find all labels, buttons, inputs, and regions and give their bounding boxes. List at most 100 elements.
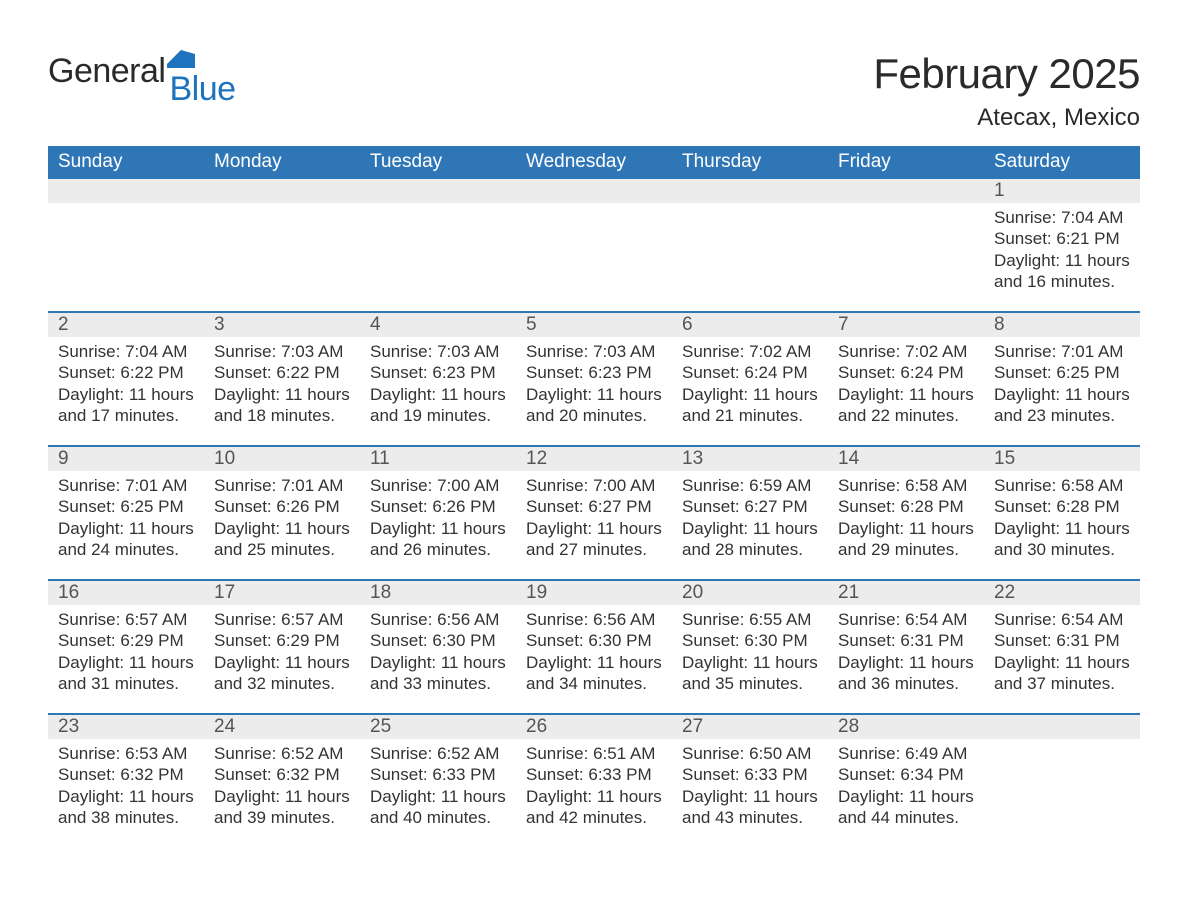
day-cell: 18Sunrise: 6:56 AMSunset: 6:30 PMDayligh… (360, 581, 516, 713)
day-number: 19 (516, 581, 672, 605)
day-number: 4 (360, 313, 516, 337)
day-cell: 8Sunrise: 7:01 AMSunset: 6:25 PMDaylight… (984, 313, 1140, 445)
sunrise-text: Sunrise: 6:58 AM (994, 475, 1130, 496)
daylight-text: Daylight: 11 hours and 30 minutes. (994, 518, 1130, 561)
day-body: Sunrise: 6:49 AMSunset: 6:34 PMDaylight:… (828, 739, 984, 828)
daylight-text: Daylight: 11 hours and 33 minutes. (370, 652, 506, 695)
sunrise-text: Sunrise: 7:03 AM (214, 341, 350, 362)
daylight-text: Daylight: 11 hours and 34 minutes. (526, 652, 662, 695)
daylight-text: Daylight: 11 hours and 24 minutes. (58, 518, 194, 561)
day-body: Sunrise: 6:57 AMSunset: 6:29 PMDaylight:… (48, 605, 204, 694)
sunrise-text: Sunrise: 6:53 AM (58, 743, 194, 764)
daylight-text: Daylight: 11 hours and 19 minutes. (370, 384, 506, 427)
week-row: 16Sunrise: 6:57 AMSunset: 6:29 PMDayligh… (48, 579, 1140, 713)
day-cell: 21Sunrise: 6:54 AMSunset: 6:31 PMDayligh… (828, 581, 984, 713)
day-body: Sunrise: 7:01 AMSunset: 6:25 PMDaylight:… (984, 337, 1140, 426)
day-cell (360, 179, 516, 311)
day-number (204, 179, 360, 203)
day-number: 11 (360, 447, 516, 471)
daylight-text: Daylight: 11 hours and 21 minutes. (682, 384, 818, 427)
sunset-text: Sunset: 6:28 PM (994, 496, 1130, 517)
sunset-text: Sunset: 6:30 PM (682, 630, 818, 651)
day-number (828, 179, 984, 203)
sunset-text: Sunset: 6:30 PM (370, 630, 506, 651)
day-body: Sunrise: 7:03 AMSunset: 6:23 PMDaylight:… (360, 337, 516, 426)
weekday-header: Friday (828, 146, 984, 179)
daylight-text: Daylight: 11 hours and 26 minutes. (370, 518, 506, 561)
day-body: Sunrise: 7:03 AMSunset: 6:22 PMDaylight:… (204, 337, 360, 426)
page-title: February 2025 (873, 50, 1140, 98)
day-number: 17 (204, 581, 360, 605)
sunrise-text: Sunrise: 6:57 AM (58, 609, 194, 630)
sunset-text: Sunset: 6:29 PM (214, 630, 350, 651)
sunrise-text: Sunrise: 7:03 AM (370, 341, 506, 362)
sunrise-text: Sunrise: 6:49 AM (838, 743, 974, 764)
daylight-text: Daylight: 11 hours and 20 minutes. (526, 384, 662, 427)
sunrise-text: Sunrise: 6:52 AM (370, 743, 506, 764)
day-number: 9 (48, 447, 204, 471)
day-body: Sunrise: 7:04 AMSunset: 6:22 PMDaylight:… (48, 337, 204, 426)
daylight-text: Daylight: 11 hours and 31 minutes. (58, 652, 194, 695)
day-cell: 6Sunrise: 7:02 AMSunset: 6:24 PMDaylight… (672, 313, 828, 445)
daylight-text: Daylight: 11 hours and 22 minutes. (838, 384, 974, 427)
daylight-text: Daylight: 11 hours and 44 minutes. (838, 786, 974, 829)
day-body: Sunrise: 6:58 AMSunset: 6:28 PMDaylight:… (828, 471, 984, 560)
day-body: Sunrise: 7:01 AMSunset: 6:26 PMDaylight:… (204, 471, 360, 560)
sunset-text: Sunset: 6:21 PM (994, 228, 1130, 249)
sunrise-text: Sunrise: 7:04 AM (58, 341, 194, 362)
day-body: Sunrise: 6:56 AMSunset: 6:30 PMDaylight:… (516, 605, 672, 694)
sunset-text: Sunset: 6:25 PM (994, 362, 1130, 383)
day-body: Sunrise: 6:51 AMSunset: 6:33 PMDaylight:… (516, 739, 672, 828)
day-cell: 4Sunrise: 7:03 AMSunset: 6:23 PMDaylight… (360, 313, 516, 445)
day-body: Sunrise: 6:55 AMSunset: 6:30 PMDaylight:… (672, 605, 828, 694)
daylight-text: Daylight: 11 hours and 38 minutes. (58, 786, 194, 829)
day-body: Sunrise: 6:50 AMSunset: 6:33 PMDaylight:… (672, 739, 828, 828)
day-body: Sunrise: 7:01 AMSunset: 6:25 PMDaylight:… (48, 471, 204, 560)
day-cell: 27Sunrise: 6:50 AMSunset: 6:33 PMDayligh… (672, 715, 828, 847)
day-cell: 15Sunrise: 6:58 AMSunset: 6:28 PMDayligh… (984, 447, 1140, 579)
sunset-text: Sunset: 6:22 PM (214, 362, 350, 383)
sunset-text: Sunset: 6:23 PM (526, 362, 662, 383)
day-number: 3 (204, 313, 360, 337)
week-row: 9Sunrise: 7:01 AMSunset: 6:25 PMDaylight… (48, 445, 1140, 579)
sunrise-text: Sunrise: 7:02 AM (838, 341, 974, 362)
day-number: 13 (672, 447, 828, 471)
sunrise-text: Sunrise: 7:02 AM (682, 341, 818, 362)
sunset-text: Sunset: 6:24 PM (838, 362, 974, 383)
day-number: 21 (828, 581, 984, 605)
week-row: 2Sunrise: 7:04 AMSunset: 6:22 PMDaylight… (48, 311, 1140, 445)
day-number: 24 (204, 715, 360, 739)
weekday-header: Thursday (672, 146, 828, 179)
daylight-text: Daylight: 11 hours and 23 minutes. (994, 384, 1130, 427)
day-number: 1 (984, 179, 1140, 203)
day-cell: 24Sunrise: 6:52 AMSunset: 6:32 PMDayligh… (204, 715, 360, 847)
week-row: 23Sunrise: 6:53 AMSunset: 6:32 PMDayligh… (48, 713, 1140, 847)
sunrise-text: Sunrise: 6:54 AM (838, 609, 974, 630)
day-number: 22 (984, 581, 1140, 605)
day-cell: 17Sunrise: 6:57 AMSunset: 6:29 PMDayligh… (204, 581, 360, 713)
day-body: Sunrise: 6:52 AMSunset: 6:32 PMDaylight:… (204, 739, 360, 828)
day-body: Sunrise: 6:56 AMSunset: 6:30 PMDaylight:… (360, 605, 516, 694)
sunset-text: Sunset: 6:34 PM (838, 764, 974, 785)
day-cell: 11Sunrise: 7:00 AMSunset: 6:26 PMDayligh… (360, 447, 516, 579)
logo-text-general: General (48, 52, 165, 91)
daylight-text: Daylight: 11 hours and 36 minutes. (838, 652, 974, 695)
sunset-text: Sunset: 6:30 PM (526, 630, 662, 651)
day-cell (48, 179, 204, 311)
weekday-header: Saturday (984, 146, 1140, 179)
day-cell (204, 179, 360, 311)
day-number: 16 (48, 581, 204, 605)
week-row: 1Sunrise: 7:04 AMSunset: 6:21 PMDaylight… (48, 179, 1140, 311)
sunrise-text: Sunrise: 6:50 AM (682, 743, 818, 764)
header: General Blue February 2025 Atecax, Mexic… (48, 50, 1140, 132)
day-cell: 13Sunrise: 6:59 AMSunset: 6:27 PMDayligh… (672, 447, 828, 579)
day-number: 27 (672, 715, 828, 739)
daylight-text: Daylight: 11 hours and 18 minutes. (214, 384, 350, 427)
day-body: Sunrise: 7:03 AMSunset: 6:23 PMDaylight:… (516, 337, 672, 426)
day-cell: 1Sunrise: 7:04 AMSunset: 6:21 PMDaylight… (984, 179, 1140, 311)
sunrise-text: Sunrise: 7:00 AM (370, 475, 506, 496)
sunset-text: Sunset: 6:33 PM (526, 764, 662, 785)
day-number (672, 179, 828, 203)
day-cell (516, 179, 672, 311)
day-cell: 12Sunrise: 7:00 AMSunset: 6:27 PMDayligh… (516, 447, 672, 579)
